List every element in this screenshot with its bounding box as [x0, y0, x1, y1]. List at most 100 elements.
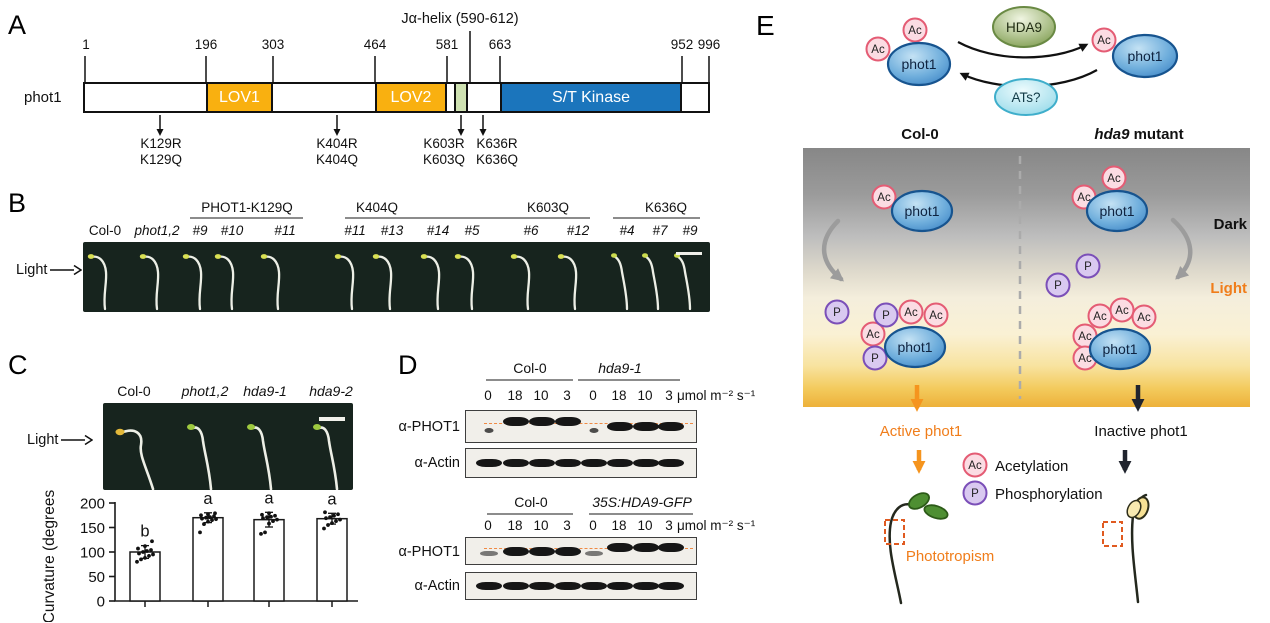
ac-badge-label: Ac	[904, 307, 918, 319]
e-right-transition-arrow	[1170, 217, 1193, 280]
ac-badge-label: Ac	[1078, 331, 1092, 343]
e-phot1-ellipses: phot1 phot1 phot1 phot1 phot1 phot1	[883, 33, 1179, 371]
b-group-label: PHOT1-K129Q	[201, 200, 293, 215]
a-mutation-arrows	[159, 115, 484, 129]
c-ytick: 50	[88, 569, 105, 586]
blot-band	[633, 542, 659, 552]
c-data-point	[149, 548, 153, 552]
blot-band	[607, 582, 633, 591]
blot-band	[484, 428, 494, 434]
ac-badge-label: Ac	[1115, 305, 1129, 317]
mutation-k603: K603R K603Q	[423, 136, 465, 168]
e-mutant-rest: mutant	[1129, 126, 1183, 143]
p-badge: P	[1045, 272, 1071, 298]
c-light-label: Light	[27, 432, 59, 448]
c-data-point	[330, 521, 334, 525]
c-data-point	[336, 512, 340, 517]
c-data-point	[334, 519, 338, 524]
e-left-transition-arrow	[821, 218, 845, 282]
mutation-k636: K636R K636Q	[476, 136, 518, 168]
c-data-point	[213, 511, 217, 516]
b-group-label: K636Q	[644, 200, 688, 215]
blot-band	[503, 459, 529, 468]
panel-c-letter: C	[8, 350, 28, 380]
c-data-point	[150, 539, 154, 544]
ac-badge-label: Ac	[866, 329, 880, 341]
blot-band	[529, 582, 555, 591]
panel-d-letter: D	[398, 350, 418, 380]
b-line: #9	[192, 223, 208, 238]
phot1-ellipse-label: phot1	[901, 56, 936, 72]
c-data-point	[214, 517, 218, 522]
c-curvature-chart: Curvature (degrees) 0 50 100 150 200 b a a a	[41, 490, 358, 622]
mutation-q: K636Q	[475, 152, 519, 167]
ac-badge: Ac	[1087, 303, 1113, 329]
e-legend-phosphorylation: Phosphorylation	[995, 486, 1103, 503]
d-dose: 3	[563, 388, 571, 403]
c-data-point	[338, 517, 342, 522]
c-data-point	[136, 546, 140, 551]
c-data-point	[200, 516, 204, 521]
c-ytick: 0	[97, 594, 105, 611]
a-position: 996	[697, 37, 721, 52]
c-data-point	[259, 531, 263, 536]
d-blot-actin-bottom	[465, 572, 697, 600]
d-blot-phot1-bottom	[465, 537, 697, 565]
d-group-label: Col-0	[513, 360, 547, 376]
ac-badge: Ac	[923, 302, 949, 328]
ac-badge: Ac	[865, 36, 891, 62]
c-data-point	[204, 515, 208, 520]
a-position: 303	[261, 37, 285, 52]
c-genotype: Col-0	[117, 383, 151, 399]
b-line: #7	[652, 223, 668, 238]
ac-badge: Ac	[902, 17, 928, 43]
c-sig-letter: b	[140, 523, 149, 541]
panel-b-letter: B	[8, 188, 27, 218]
blot-band	[529, 416, 555, 426]
p-badge: P	[1075, 253, 1101, 279]
a-diagram-lines	[84, 31, 710, 136]
c-data-point	[273, 513, 277, 518]
blot-band	[581, 459, 607, 468]
e-nonphototropic-seedling	[1102, 493, 1150, 604]
mutation-r: K636R	[476, 136, 518, 151]
ac-badge-label: Ac	[968, 460, 982, 472]
b-scale-bar	[676, 252, 702, 255]
c-seedlings	[115, 424, 339, 491]
b-line: #14	[426, 223, 450, 238]
d-dose: 18	[611, 518, 627, 533]
b-group-label: K603Q	[526, 200, 570, 215]
c-data-point	[324, 516, 328, 521]
c-data-point	[326, 523, 330, 527]
e-phototropism-label: Phototropism	[906, 548, 994, 565]
d-dose: 18	[507, 518, 523, 533]
a-position: 581	[435, 37, 459, 52]
p-badge-label: P	[882, 310, 890, 322]
blot-band	[555, 547, 581, 557]
ac-badge: Ac	[898, 299, 924, 325]
blot-band	[476, 459, 502, 468]
a-position: 1	[82, 37, 90, 52]
d-dose: 3	[665, 388, 673, 403]
ac-badge: Ac	[1109, 297, 1135, 323]
d-group-label: hda9-1	[598, 360, 642, 376]
c-data-point	[269, 514, 273, 519]
blot-band	[658, 582, 684, 591]
blot-band	[658, 459, 684, 468]
blot-band	[555, 459, 581, 468]
ja-helix-domain	[454, 82, 468, 113]
c-data-point	[139, 557, 143, 562]
ac-badge: Ac	[962, 452, 988, 478]
d-antibody-label: α-Actin	[414, 455, 460, 471]
c-data-point	[265, 515, 269, 520]
ac-badge-label: Ac	[929, 310, 943, 322]
e-light-label: Light	[1210, 280, 1247, 297]
p-badge: P	[862, 345, 888, 371]
hda9-label: HDA9	[1006, 20, 1042, 35]
blot-band	[607, 542, 633, 552]
c-data-point	[135, 559, 139, 564]
c-sig-letter: a	[264, 490, 274, 507]
ac-badge: Ac	[871, 184, 897, 210]
b-group-label: K404Q	[355, 200, 399, 215]
